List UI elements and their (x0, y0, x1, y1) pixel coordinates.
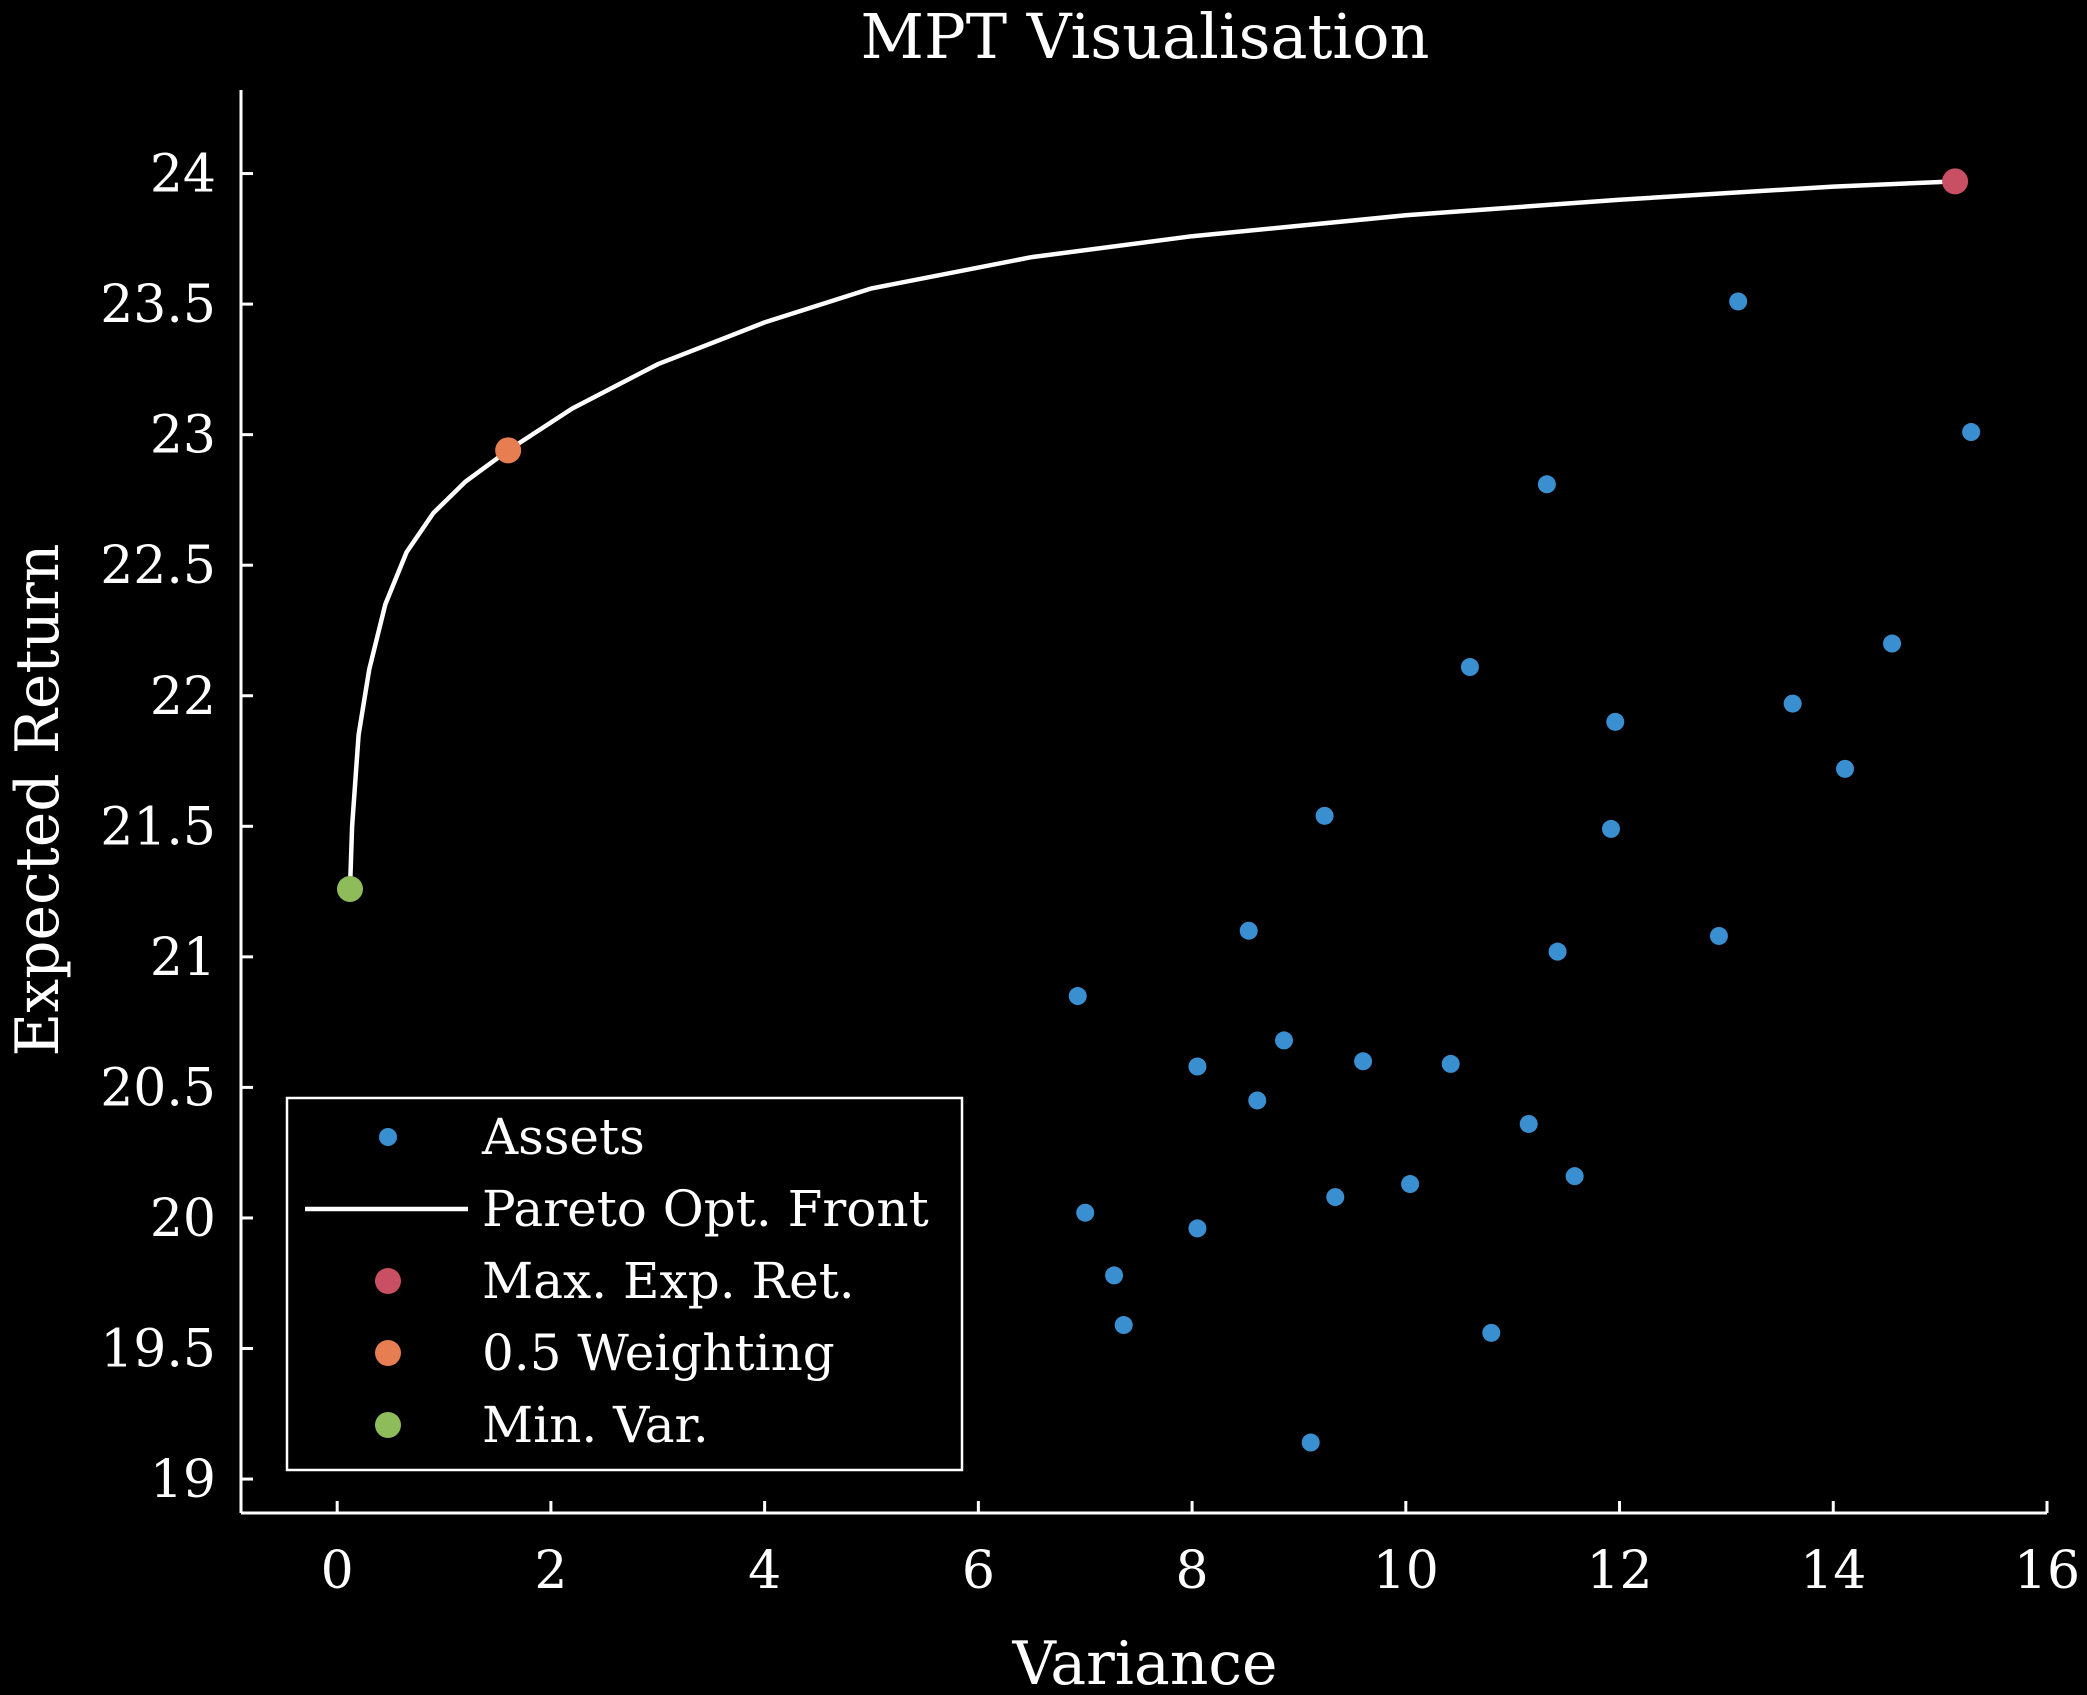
asset-point (1783, 694, 1802, 713)
asset-point (1548, 942, 1567, 961)
pareto-front-line (347, 179, 1958, 892)
legend-swatch-marker (375, 1340, 401, 1366)
x-tick-label: 8 (1176, 1541, 1209, 1601)
asset-point (1315, 806, 1334, 825)
legend-swatch-marker (375, 1268, 401, 1294)
legend-swatch-marker (379, 1128, 397, 1146)
asset-point (1248, 1091, 1267, 1110)
legend: Assets Pareto Opt. Front Max. Exp. Ret. 0.5… (285, 1096, 964, 1472)
y-tick-label: 23.5 (100, 275, 216, 335)
y-axis-label: Expected Return (3, 543, 73, 1056)
legend-label: Max. Exp. Ret. (482, 1252, 855, 1310)
legend-entries: Assets Pareto Opt. Front Max. Exp. Ret. 0.5… (305, 1108, 929, 1454)
asset-point (1460, 658, 1479, 677)
plot-area (337, 168, 1981, 1452)
x-tick-label: 2 (534, 1541, 567, 1601)
x-tick-label: 14 (1800, 1541, 1866, 1601)
asset-point (1883, 634, 1902, 653)
y-tick-label: 19 (150, 1450, 216, 1510)
asset-point (1709, 926, 1728, 945)
asset-point (1729, 292, 1748, 311)
y-tick-label: 21.5 (100, 797, 216, 857)
x-tick-label: 10 (1373, 1541, 1439, 1601)
y-tick-label: 24 (150, 145, 216, 205)
x-tick-label: 16 (2014, 1541, 2080, 1601)
legend-label: Min. Var. (482, 1396, 709, 1454)
asset-point (1537, 475, 1556, 494)
asset-point (1482, 1323, 1501, 1342)
half-weighting-point (495, 437, 522, 464)
asset-point (1076, 1203, 1095, 1222)
asset-point (1301, 1433, 1320, 1452)
asset-point (1601, 819, 1620, 838)
x-tick-label: 0 (321, 1541, 354, 1601)
asset-point (1114, 1316, 1133, 1335)
asset-point (1401, 1175, 1420, 1194)
legend-label: 0.5 Weighting (482, 1324, 835, 1382)
x-tick-label: 4 (748, 1541, 781, 1601)
y-tick-label: 20.5 (100, 1058, 216, 1118)
y-tick-label: 22 (150, 667, 216, 727)
y-ticks: 19 19.5 20 20.5 21 21.5 22 22.5 23 23.5 24 (100, 145, 253, 1510)
y-tick-label: 23 (150, 406, 216, 466)
y-tick-label: 20 (150, 1189, 216, 1249)
legend-swatch-marker (375, 1412, 401, 1438)
asset-point (1962, 423, 1981, 442)
asset-point (1326, 1188, 1345, 1207)
asset-point (1188, 1057, 1207, 1076)
x-tick-label: 12 (1586, 1541, 1652, 1601)
legend-label: Assets (481, 1108, 645, 1166)
asset-point (1606, 712, 1625, 731)
asset-point (1836, 759, 1855, 778)
asset-point (1441, 1054, 1460, 1073)
asset-point (1354, 1052, 1373, 1071)
asset-point (1239, 921, 1258, 940)
y-tick-label: 21 (150, 928, 216, 988)
asset-point (1105, 1266, 1124, 1285)
asset-point (1519, 1114, 1538, 1133)
legend-label: Pareto Opt. Front (482, 1180, 929, 1238)
asset-point (1565, 1167, 1584, 1186)
x-ticks: 0 2 4 6 8 10 12 14 16 (321, 1501, 2080, 1601)
asset-point (1188, 1219, 1207, 1238)
y-tick-label: 22.5 (100, 536, 216, 596)
asset-point (1274, 1031, 1293, 1050)
asset-point (1068, 987, 1087, 1006)
max-exp-ret-point (1942, 168, 1969, 195)
chart-title: MPT Visualisation (861, 0, 1430, 73)
x-axis-label: Variance (1012, 1629, 1278, 1695)
min-var-point (337, 875, 364, 902)
x-tick-label: 6 (962, 1541, 995, 1601)
axes (239, 90, 2047, 1515)
y-tick-label: 19.5 (100, 1320, 216, 1380)
